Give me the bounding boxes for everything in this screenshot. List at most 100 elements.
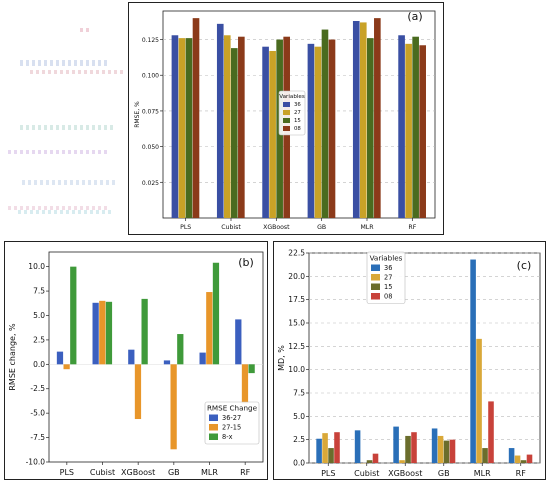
bar-rf-27-15: [241, 364, 249, 404]
bar-gb-36-27: [163, 360, 171, 365]
scan-artifact-stripe: [18, 210, 113, 214]
legend-label-27: 27: [384, 274, 392, 282]
bar-mlr-8-x: [212, 262, 220, 365]
bar-gb-36: [431, 428, 438, 463]
y-tick-label: 0.100: [142, 73, 159, 80]
bar-mlr-15: [367, 38, 374, 218]
bar-mlr-36: [352, 20, 360, 218]
x-tick-label: XGBoost: [263, 224, 290, 231]
x-tick-label: Cubist: [221, 224, 241, 231]
x-tick-label: PLS: [60, 468, 74, 477]
bar-xgboost-36-27: [128, 349, 135, 365]
bar-pls-08: [192, 18, 200, 218]
y-tick-label: 0.0: [33, 360, 45, 369]
bar-mlr-27: [476, 338, 482, 463]
y-tick-label: -2.5: [30, 384, 45, 393]
legend-swatch-15: [283, 118, 290, 123]
y-tick-label: 10.0: [288, 365, 305, 374]
bar-gb-27: [437, 435, 444, 463]
bar-rf-27: [514, 455, 521, 463]
legend-label-15: 15: [294, 118, 301, 124]
y-axis-label: MD, %: [277, 345, 286, 371]
panel-label: (b): [238, 256, 254, 269]
legend-label-08: 08: [294, 126, 301, 132]
panel-label: (a): [407, 10, 422, 23]
y-tick-label: 12.5: [288, 342, 305, 351]
x-tick-label: GB: [168, 468, 180, 477]
x-tick-label: XGBoost: [388, 469, 422, 478]
panel-c-svg: 0.0 2.5 5.0 7.5 10.0 12.5 15.0 17.5 20.0 22.5 MD, …: [277, 249, 541, 478]
legend-title: Variables: [370, 254, 403, 263]
x-tick-label: Cubist: [354, 469, 379, 478]
legend-swatch-36-27: [209, 414, 218, 421]
legend-title: RMSE Change: [207, 404, 258, 413]
legend-label-36: 36: [384, 264, 392, 272]
legend-label-08: 08: [384, 293, 392, 301]
legend-swatch-36: [283, 102, 290, 107]
panel-b-chart: -10.0 -7.5 -5.0 -2.5 0.0 2.5 5.0 7.5 10.0 RMSE ch…: [4, 241, 268, 480]
y-tick-label: 10.0: [28, 262, 45, 271]
x-tick-label: PLS: [321, 469, 335, 478]
legend-title: Variables: [279, 94, 305, 100]
bar-mlr-08: [374, 18, 381, 218]
legend-swatch-36: [371, 264, 380, 271]
bar-pls-8-x: [70, 266, 77, 365]
scan-artifact-stripe: [22, 180, 117, 185]
scan-artifact-stripe: [20, 60, 110, 66]
legend-swatch-27-15: [209, 424, 218, 431]
legend-swatch-8-x: [209, 433, 218, 440]
bar-gb-15: [321, 29, 329, 218]
x-tick-label: XGBoost: [121, 468, 155, 477]
bar-gb-08: [449, 439, 456, 463]
bar-xgboost-15: [405, 435, 411, 463]
y-tick-label: -10.0: [26, 458, 46, 467]
legend-label-27-15: 27-15: [222, 424, 241, 432]
bar-cubist-08: [238, 36, 245, 219]
legend-swatch-27: [371, 274, 380, 281]
bar-xgboost-8-x: [141, 298, 148, 365]
y-tick-label: 7.5: [33, 287, 45, 296]
bar-pls-15: [185, 38, 193, 218]
bar-gb-36: [307, 43, 315, 218]
y-tick-label: 2.5: [293, 435, 305, 444]
plot-area-frame: [162, 10, 436, 219]
y-tick-label: 0.0: [293, 459, 305, 468]
panel-b-svg: -10.0 -7.5 -5.0 -2.5 0.0 2.5 5.0 7.5 10.0 RMSE ch…: [8, 251, 264, 477]
bar-mlr-36-27: [199, 352, 206, 365]
bar-pls-36-27: [56, 351, 64, 365]
bar-pls-27-15: [63, 364, 70, 370]
bar-cubist-15: [231, 48, 238, 218]
scan-artifact-stripe: [20, 125, 115, 130]
bar-pls-36: [316, 438, 322, 463]
bar-xgboost-27: [269, 50, 276, 218]
y-tick-label: 0.125: [142, 37, 159, 44]
bar-gb-8-x: [177, 334, 184, 365]
y-axis-label: RMSE, %: [134, 101, 141, 128]
plot-area-frame: [308, 252, 541, 464]
bar-mlr-36: [470, 259, 476, 463]
bar-mlr-27-15: [206, 292, 213, 365]
legend-swatch-08: [283, 126, 290, 131]
y-tick-label: 0.050: [142, 144, 159, 151]
bar-gb-27-15: [170, 364, 177, 450]
bar-cubist-15: [366, 460, 373, 463]
x-tick-label: MLR: [201, 468, 218, 477]
y-tick-label: 5.0: [293, 412, 305, 421]
bar-gb-08: [328, 39, 336, 218]
x-tick-label: MLR: [474, 469, 491, 478]
bar-xgboost-27: [399, 460, 405, 463]
bar-mlr-15: [482, 448, 488, 463]
y-tick-label: 7.5: [293, 389, 305, 398]
bar-rf-08: [419, 45, 426, 218]
bar-cubist-27-15: [99, 300, 106, 365]
x-tick-label: RF: [516, 469, 527, 478]
x-tick-label: MLR: [360, 224, 374, 231]
panel-a-svg: 0.025 0.050 0.075 0.100 0.125 RMSE, % PLS Cubis…: [134, 10, 436, 231]
bar-gb-27: [314, 46, 322, 219]
plot-area-frame: [48, 251, 264, 463]
bar-rf-27: [405, 43, 412, 218]
scan-artifact-stripe: [30, 70, 125, 74]
x-tick-label: RF: [240, 468, 251, 477]
bar-rf-8-x: [248, 364, 255, 374]
y-tick-label: 20.0: [288, 272, 305, 281]
